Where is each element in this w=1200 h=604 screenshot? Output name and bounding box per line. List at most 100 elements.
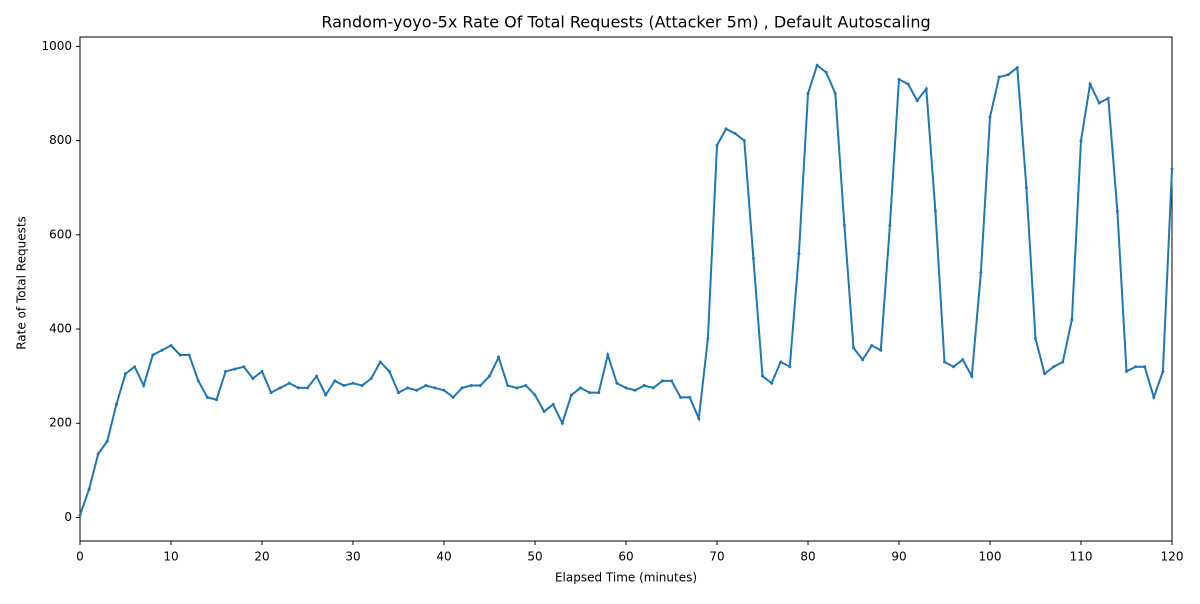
x-tick-label: 60 (618, 550, 633, 564)
x-tick-label: 70 (709, 550, 724, 564)
data-point (724, 127, 728, 131)
y-tick-label: 400 (49, 322, 72, 336)
data-point (579, 386, 582, 390)
data-point (1143, 365, 1147, 369)
data-point (315, 374, 319, 378)
data-point (296, 386, 300, 390)
data-point (478, 384, 482, 388)
data-point (306, 386, 309, 390)
data-point (278, 386, 282, 390)
data-point (324, 393, 328, 397)
x-tick-label: 100 (979, 550, 1002, 564)
data-point (251, 376, 255, 380)
data-point (78, 513, 82, 517)
x-tick-label: 20 (254, 550, 269, 564)
data-point (205, 395, 209, 399)
data-point (1043, 372, 1047, 376)
data-point (642, 384, 646, 388)
data-point (451, 395, 455, 399)
data-point (415, 388, 419, 392)
data-point (469, 384, 473, 388)
data-point (906, 82, 910, 86)
data-point (196, 379, 200, 383)
x-tick-label: 90 (891, 550, 906, 564)
data-point (670, 379, 673, 383)
data-point (952, 365, 956, 369)
data-point (260, 369, 264, 373)
data-point (524, 384, 528, 388)
data-point (797, 252, 801, 256)
x-tick-label: 10 (163, 550, 178, 564)
data-point (387, 369, 391, 373)
data-point (342, 384, 346, 388)
data-point (497, 355, 501, 359)
x-tick-label: 40 (436, 550, 451, 564)
data-point (870, 344, 874, 348)
data-point (1052, 365, 1056, 369)
data-point (533, 393, 537, 397)
data-point (943, 360, 946, 364)
data-point (1152, 395, 1156, 399)
data-point (651, 386, 655, 390)
data-line (79, 63, 1173, 516)
data-point (397, 391, 400, 395)
data-point (824, 70, 828, 74)
data-point (187, 353, 191, 357)
data-point (842, 223, 846, 227)
data-point (806, 92, 810, 96)
data-point (633, 388, 637, 392)
data-point (915, 99, 919, 103)
data-point (751, 256, 755, 260)
y-tick-label: 800 (49, 133, 72, 147)
data-point (615, 381, 619, 385)
x-tick-label: 110 (1070, 550, 1093, 564)
data-point (1088, 82, 1092, 86)
data-point (515, 386, 519, 390)
data-point (715, 143, 719, 147)
y-tick-label: 0 (64, 510, 72, 524)
data-point (997, 75, 1001, 79)
data-point (488, 374, 491, 378)
data-point (369, 376, 373, 380)
data-point (551, 402, 555, 406)
data-point (233, 367, 237, 371)
data-point (269, 391, 273, 395)
data-point (460, 386, 464, 390)
data-point (224, 369, 228, 373)
y-axis-label: Rate of Total Requests (15, 216, 29, 350)
data-point (779, 360, 783, 364)
data-point (1006, 73, 1010, 77)
data-point (924, 87, 928, 91)
data-point (560, 421, 564, 425)
y-tick-label: 200 (49, 416, 72, 430)
data-point (124, 372, 127, 376)
data-point (378, 360, 382, 364)
data-point (1170, 167, 1174, 171)
data-point (424, 384, 428, 388)
data-point (1015, 66, 1019, 70)
data-point (588, 391, 592, 395)
data-point (1079, 139, 1083, 143)
data-point (333, 379, 337, 383)
data-point (542, 409, 546, 413)
data-point (442, 388, 446, 392)
data-point (1134, 365, 1138, 369)
chart-title: Random-yoyo-5x Rate Of Total Requests (A… (321, 13, 930, 32)
data-point (242, 365, 246, 369)
data-point (815, 63, 819, 67)
data-point (169, 344, 173, 348)
data-point (133, 365, 137, 369)
data-point (114, 402, 118, 406)
data-point (970, 374, 974, 378)
x-tick-label: 120 (1161, 550, 1184, 564)
data-point (961, 358, 965, 362)
data-point (606, 353, 610, 357)
data-point (706, 336, 710, 340)
data-point (888, 223, 892, 227)
data-point (433, 386, 437, 390)
data-point (761, 374, 764, 378)
data-point (1106, 96, 1110, 100)
data-point (852, 346, 855, 350)
data-point (861, 358, 865, 362)
